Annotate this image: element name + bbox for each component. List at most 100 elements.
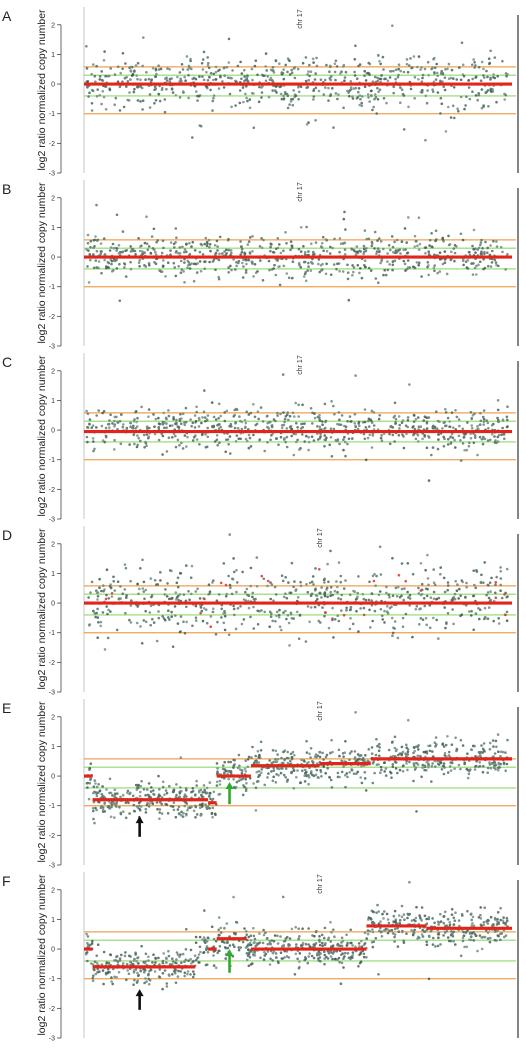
data-point <box>393 240 396 244</box>
data-point <box>205 445 209 449</box>
data-point <box>343 210 346 214</box>
data-point <box>142 619 146 622</box>
data-point <box>279 951 283 954</box>
data-point <box>494 261 498 264</box>
data-point <box>427 273 431 277</box>
data-point <box>452 247 456 250</box>
data-point <box>129 621 133 624</box>
data-point <box>334 92 338 95</box>
data-point <box>294 925 298 929</box>
data-point <box>419 425 423 429</box>
y-tick-label: -3 <box>49 863 55 870</box>
data-point <box>391 763 395 766</box>
data-point <box>384 774 388 777</box>
data-point <box>174 445 178 449</box>
data-point <box>408 760 411 764</box>
data-point <box>252 934 256 938</box>
data-point <box>303 780 307 783</box>
y-tick-label: 2 <box>51 887 55 894</box>
data-point <box>437 936 440 939</box>
data-point <box>309 606 313 609</box>
data-point <box>502 916 505 919</box>
data-point <box>174 614 177 617</box>
data-point <box>205 85 208 89</box>
data-point <box>488 940 492 944</box>
data-point <box>283 758 286 762</box>
data-point <box>505 619 509 622</box>
data-point <box>333 70 337 74</box>
data-point <box>313 412 316 415</box>
data-point <box>305 86 308 90</box>
data-point <box>329 778 333 782</box>
data-point <box>94 235 97 238</box>
data-point <box>397 415 401 418</box>
data-point <box>362 955 366 959</box>
data-point <box>232 895 235 899</box>
data-point <box>424 252 427 255</box>
data-point <box>276 942 280 945</box>
data-point <box>386 928 389 931</box>
data-point <box>212 964 216 967</box>
data-point <box>168 784 171 788</box>
data-point <box>411 66 414 69</box>
data-point <box>479 913 482 917</box>
data-point <box>104 434 108 438</box>
data-point <box>367 266 371 270</box>
data-point <box>260 768 264 771</box>
data-point <box>145 803 149 807</box>
data-point <box>403 262 407 266</box>
data-point <box>299 580 302 584</box>
data-point <box>192 76 196 80</box>
data-point <box>341 270 345 273</box>
data-point <box>415 762 419 765</box>
data-point <box>323 581 326 584</box>
data-point <box>461 427 465 431</box>
data-point <box>238 101 242 105</box>
data-point <box>85 45 88 48</box>
data-point <box>431 917 434 920</box>
y-tick-label: -2 <box>49 314 55 321</box>
data-point <box>244 787 248 790</box>
data-point <box>131 962 134 966</box>
data-point <box>378 754 381 758</box>
data-point <box>218 441 221 445</box>
data-point <box>394 749 398 753</box>
data-point <box>161 780 165 784</box>
data-point <box>368 100 372 103</box>
data-point <box>401 625 405 628</box>
data-point <box>201 802 204 806</box>
data-point <box>289 591 293 595</box>
data-point <box>483 250 486 254</box>
data-point <box>95 95 99 98</box>
data-point <box>173 968 177 971</box>
data-point <box>117 244 121 247</box>
data-point <box>205 608 208 611</box>
data-point <box>92 609 95 613</box>
data-point <box>165 595 169 598</box>
data-point <box>259 740 263 744</box>
data-point <box>371 619 375 623</box>
data-point <box>352 589 355 593</box>
data-point <box>473 266 477 270</box>
data-point <box>210 401 214 404</box>
data-point <box>280 756 283 760</box>
data-point <box>496 768 500 772</box>
data-point <box>328 443 332 447</box>
data-point <box>194 590 198 593</box>
data-point <box>190 962 193 965</box>
data-point <box>324 771 328 775</box>
data-point <box>432 266 436 270</box>
data-point <box>351 274 354 277</box>
data-point <box>113 423 117 426</box>
data-point <box>413 266 417 270</box>
data-point <box>227 61 231 64</box>
data-point <box>313 78 317 81</box>
data-point <box>385 912 389 916</box>
data-point <box>123 262 126 265</box>
data-point <box>177 427 181 431</box>
data-point <box>362 952 366 956</box>
data-point <box>297 938 300 941</box>
data-point <box>282 611 285 614</box>
data-point <box>126 969 129 972</box>
data-point <box>375 112 379 115</box>
